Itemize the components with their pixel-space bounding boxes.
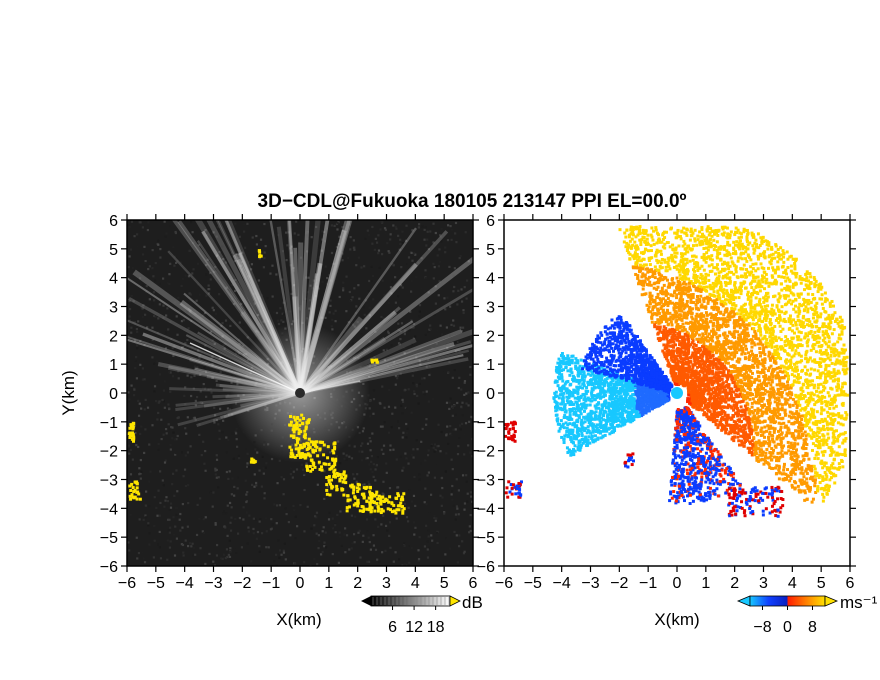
left-y-tick-label: 0 xyxy=(109,386,118,403)
right-x-tick-label: −5 xyxy=(524,575,542,592)
right-x-tick-label: 1 xyxy=(701,575,710,592)
left-x-tick-label: 5 xyxy=(440,575,449,592)
left-y-tick-label: 5 xyxy=(109,242,118,259)
left-y-tick-label: 4 xyxy=(109,271,118,288)
db-colorbar-tick: 18 xyxy=(427,619,445,636)
db-colorbar-unit: dB xyxy=(462,593,483,612)
right-x-tick-label: 2 xyxy=(730,575,739,592)
db-colorbar: dB 6 12 18 xyxy=(361,593,483,636)
db-colorbar-tick: 6 xyxy=(388,619,397,636)
left-x-tick-label: −3 xyxy=(204,575,222,592)
left-y-tick-label: 1 xyxy=(109,357,118,374)
db-colorbar-tick: 12 xyxy=(405,619,423,636)
left-x-tick-label: 2 xyxy=(353,575,362,592)
right-x-tick-label: −2 xyxy=(610,575,628,592)
left-y-tick-label: 6 xyxy=(109,213,118,230)
right-x-tick-label: −3 xyxy=(581,575,599,592)
right-panel: −6 −5 −4 −3 −2 −1 0 1 2 3 4 5 6 −6 −5 −4 −3 −2 −1 0 1 2 3 4 5 6 X… xyxy=(477,213,878,636)
left-x-tick-label: 6 xyxy=(469,575,478,592)
right-y-tick-label: −4 xyxy=(477,501,495,518)
right-y-tick-label: −5 xyxy=(477,530,495,547)
right-x-tick-label: 0 xyxy=(673,575,682,592)
left-y-tick-label: −1 xyxy=(100,415,118,432)
right-y-tick-label: −3 xyxy=(477,473,495,490)
right-x-tick-label: −6 xyxy=(495,575,513,592)
left-y-tick-label: −5 xyxy=(100,530,118,547)
left-y-tick-label: 3 xyxy=(109,300,118,317)
left-y-tick-label: 2 xyxy=(109,328,118,345)
left-x-tick-label: −6 xyxy=(118,575,136,592)
left-x-tick-label: −4 xyxy=(176,575,194,592)
right-x-tick-label: 4 xyxy=(788,575,797,592)
right-y-tick-label: −6 xyxy=(477,559,495,576)
left-plot-frame xyxy=(126,219,474,567)
right-y-tick-label: 3 xyxy=(486,300,495,317)
left-x-tick-label: −2 xyxy=(233,575,251,592)
right-y-tick-label: −1 xyxy=(477,415,495,432)
left-x-tick-label: −5 xyxy=(147,575,165,592)
right-x-tick-label: −4 xyxy=(553,575,571,592)
right-x-tick-label: 3 xyxy=(759,575,768,592)
right-y-tick-label: 2 xyxy=(486,328,495,345)
radar-site-marker-right xyxy=(671,387,683,399)
right-y-tick-label: −2 xyxy=(477,444,495,461)
right-y-tick-label: 6 xyxy=(486,213,495,230)
left-x-tick-label: 0 xyxy=(296,575,305,592)
velocity-colorbar-tick: 8 xyxy=(808,619,817,636)
left-y-axis-label: Y(km) xyxy=(59,370,78,415)
right-y-tick-label: 4 xyxy=(486,271,495,288)
velocity-colorbar-unit: ms⁻¹ xyxy=(840,593,878,612)
radar-site-marker xyxy=(295,388,305,398)
velocity-colorbar: ms⁻¹ −8 0 8 xyxy=(736,593,878,636)
velocity-colorbar-tick: 0 xyxy=(783,619,792,636)
left-x-tick-label: −1 xyxy=(262,575,280,592)
left-y-tick-label: −3 xyxy=(100,473,118,490)
right-x-tick-label: 5 xyxy=(817,575,826,592)
left-x-tick-label: 3 xyxy=(382,575,391,592)
right-x-tick-label: 6 xyxy=(846,575,855,592)
figure-title: 3D−CDL@Fukuoka 180105 213147 PPI EL=00.0… xyxy=(258,191,687,212)
right-x-axis-label: X(km) xyxy=(654,610,699,629)
right-plot-frame xyxy=(503,219,851,567)
right-y-tick-label: 5 xyxy=(486,242,495,259)
left-x-axis-label: X(km) xyxy=(276,610,321,629)
velocity-colorbar-tick: −8 xyxy=(753,619,771,636)
left-y-tick-label: −2 xyxy=(100,444,118,461)
right-x-tick-label: −1 xyxy=(639,575,657,592)
left-x-tick-label: 4 xyxy=(411,575,420,592)
right-y-tick-label: 1 xyxy=(486,357,495,374)
left-y-tick-label: −6 xyxy=(100,559,118,576)
left-x-tick-label: 1 xyxy=(324,575,333,592)
right-y-tick-label: 0 xyxy=(486,386,495,403)
left-y-tick-label: −4 xyxy=(100,501,118,518)
